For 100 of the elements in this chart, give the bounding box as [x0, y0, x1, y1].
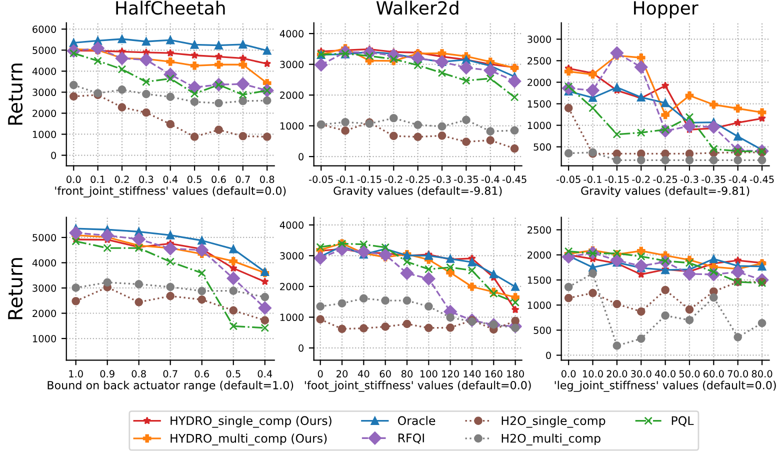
x-tick-label: 10.0: [583, 370, 603, 378]
x-tick-label: 0.1: [90, 176, 105, 184]
chart-title: Walker2d: [376, 0, 458, 15]
x-tick-label: 180: [507, 370, 524, 378]
chart-title: HalfCheetah: [116, 0, 225, 15]
y-tick-label: 6000: [32, 26, 56, 33]
y-axis-title: Return: [8, 64, 23, 125]
x-tick-label: 0.6: [212, 176, 226, 184]
y-tick-label: 2500: [528, 226, 551, 234]
x-tick-label: -0.1: [584, 176, 602, 184]
x-tick-label: -0.2: [632, 176, 650, 184]
y-tick-label: 2000: [32, 110, 56, 118]
x-tick-label: -0.15: [357, 176, 382, 184]
y-tick-label: 0: [298, 153, 304, 160]
y-tick-label: 1000: [280, 314, 304, 322]
x-tick-label: 60: [380, 370, 391, 378]
y-tick-label: 0: [298, 344, 304, 352]
chart-title: Hopper: [634, 1, 698, 18]
y-tick-label: 2000: [32, 310, 56, 318]
x-tick-label: 40.0: [654, 370, 676, 378]
x-tick-label: 0.7: [163, 370, 178, 378]
y-tick-label: 4000: [280, 221, 304, 229]
y-axis-title: Return: [8, 258, 23, 320]
y-tick-label: 4000: [32, 68, 56, 75]
y-tick-label: 4000: [280, 30, 304, 38]
x-tick-label: -0.25: [406, 176, 430, 184]
x-tick-label: 0.8: [260, 176, 274, 184]
y-tick-label: 500: [534, 143, 551, 151]
x-tick-label: -0.3: [680, 176, 698, 184]
x-axis-title: 'front_joint_stiffness' values (default=0.0): [55, 186, 286, 198]
x-tick-label: 120: [442, 370, 459, 378]
x-tick-label: -0.15: [604, 176, 629, 184]
x-tick-label: 0.0: [561, 370, 576, 378]
x-tick-label: 60.0: [704, 370, 724, 378]
x-tick-label: 40: [358, 370, 370, 378]
x-axis-title: Gravity values (default=-9.81): [334, 186, 502, 198]
y-tick-label: 2500: [528, 57, 551, 65]
legend-label: PQL: [672, 416, 694, 426]
legend-label: H2O_multi_comp: [502, 434, 600, 446]
x-tick-label: -0.4: [728, 176, 747, 184]
x-axis-title: Gravity values (default=-9.81): [581, 186, 750, 198]
x-tick-label: -0.45: [750, 176, 774, 184]
x-axis-title: 'leg_joint_stiffness' values (default=0.0): [554, 380, 776, 392]
x-tick-label: -0.25: [653, 176, 678, 184]
legend-label: HYDRO_multi_comp (Ours): [170, 434, 327, 446]
y-tick-label: 2000: [528, 251, 551, 259]
y-tick-label: 0: [546, 352, 551, 360]
y-tick-label: 3000: [32, 284, 56, 292]
x-tick-label: 0.6: [194, 370, 209, 378]
x-tick-label: -0.2: [384, 176, 402, 184]
x-tick-label: 20.0: [606, 370, 628, 378]
legend-label: Oracle: [398, 416, 436, 426]
x-tick-label: 30.0: [631, 370, 652, 378]
x-tick-label: -0.4: [481, 176, 500, 184]
x-tick-label: 160: [485, 370, 502, 378]
y-tick-label: 1000: [280, 122, 304, 130]
y-tick-label: 1000: [32, 130, 56, 138]
x-tick-label: 0.4: [258, 370, 272, 378]
x-tick-label: 50.0: [679, 370, 700, 378]
x-tick-label: 80.0: [752, 370, 772, 378]
x-tick-label: 1.0: [69, 370, 83, 378]
x-tick-label: 0.0: [66, 176, 81, 184]
y-tick-label: 1000: [32, 334, 56, 342]
x-tick-label: 0.2: [114, 176, 129, 184]
y-tick-label: 0: [51, 152, 56, 160]
x-tick-label: 0.9: [100, 370, 114, 378]
legend-label: HYDRO_single_comp (Ours): [170, 416, 332, 428]
x-tick-label: -0.35: [454, 176, 478, 184]
x-tick-label: -0.3: [433, 176, 451, 184]
x-tick-label: -0.1: [336, 176, 354, 184]
y-tick-label: 1000: [528, 122, 551, 130]
legend-label: RFQI: [398, 434, 424, 444]
legend-label: H2O_single_comp: [502, 416, 606, 428]
y-tick-label: 3000: [280, 252, 304, 260]
x-axis-title: 'foot_joint_stiffness' values (default=0.0): [304, 380, 531, 392]
y-tick-label: 3000: [528, 36, 551, 43]
x-tick-label: -0.45: [502, 176, 526, 184]
y-tick-label: 2000: [280, 282, 304, 290]
y-tick-label: 4000: [32, 259, 56, 267]
x-tick-label: -0.05: [309, 176, 333, 184]
x-tick-label: -0.05: [556, 176, 580, 184]
y-tick-label: 1000: [528, 302, 551, 309]
y-tick-label: 1500: [528, 276, 551, 284]
y-tick-label: 500: [534, 326, 551, 334]
x-tick-label: 20: [336, 370, 348, 378]
x-tick-label: 0.8: [132, 370, 146, 378]
y-tick-label: 2000: [528, 78, 551, 86]
y-tick-label: 3000: [280, 60, 304, 68]
x-tick-label: -0.35: [702, 176, 726, 184]
x-axis-title: Bound on back actuator range (default=1.0): [48, 380, 294, 392]
x-tick-label: 70.0: [728, 370, 748, 378]
x-tick-label: 140: [464, 370, 481, 378]
y-tick-label: 5000: [32, 46, 56, 54]
x-tick-label: 80: [401, 370, 413, 378]
y-tick-label: 3000: [32, 88, 56, 96]
x-tick-label: 100: [420, 370, 438, 378]
x-tick-label: 0.5: [226, 370, 240, 378]
x-tick-label: 0.7: [236, 176, 250, 184]
y-tick-label: 2000: [280, 92, 304, 99]
y-tick-label: 5000: [32, 234, 56, 242]
